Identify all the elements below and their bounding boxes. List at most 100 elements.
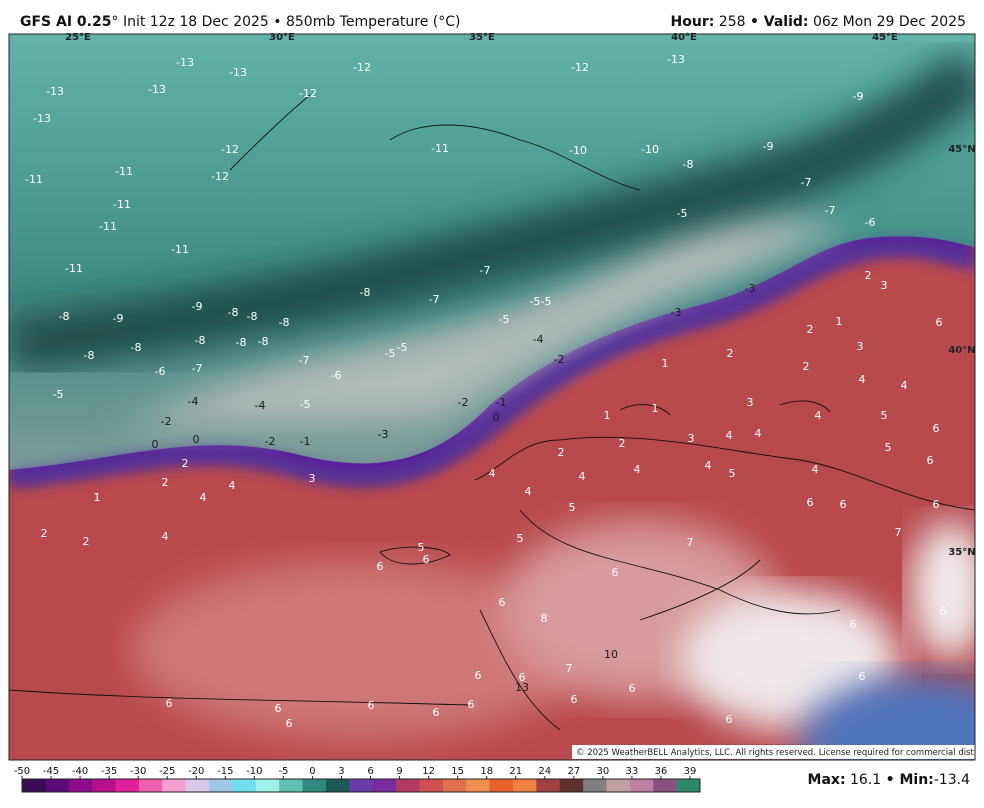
colorbar-swatch (372, 779, 397, 792)
colorbar-swatch (466, 779, 491, 792)
contour-label: 6 (936, 316, 943, 329)
colorbar-tick-label: 39 (684, 766, 697, 777)
colorbar-tick-label: -50 (14, 766, 30, 777)
contour-label: -5 (53, 388, 64, 401)
colorbar-frame (21, 778, 701, 793)
colorbar-tick-label: -20 (188, 766, 204, 777)
contour-label: -13 (46, 85, 64, 98)
lon-label: 25°E (65, 32, 91, 43)
contour-label: 6 (933, 422, 940, 435)
contour-label: 13 (515, 681, 529, 694)
colorbar-swatch (92, 779, 117, 792)
contour-label: -5 (385, 347, 396, 360)
contour-label: -8 (236, 336, 247, 349)
contour-labels: -13-13-13 -13-13-12 -12-13-12 -9-12-11 -12-1… (0, 0, 947, 730)
contour-label: 2 (83, 535, 90, 548)
geo-labels: 25°E 30°E 35°E 40°E 45°E 45°N 40°N 35°N (65, 32, 976, 558)
contour-label: 3 (309, 472, 316, 485)
colorbar-swatch (629, 779, 654, 792)
contour-label: 2 (162, 476, 169, 489)
contour-label: 4 (705, 459, 712, 472)
colorbar-swatch (442, 779, 467, 792)
contour-label: 6 (377, 560, 384, 573)
colorbar-tick-label: -25 (159, 766, 175, 777)
contour-label: -13 (667, 53, 685, 66)
contour-label: -8 (195, 334, 206, 347)
contour-label: -6 (155, 365, 166, 378)
colorbar-swatch (302, 779, 327, 792)
contour-label: -2 (265, 435, 276, 448)
colorbar: -50 -45 -40 -35 -30 -25 -20 -15 -10 -5 0 3 6 9 12 15 18 2… (14, 766, 701, 793)
contour-label: -8 (247, 310, 258, 323)
colorbar-tick-label: 21 (509, 766, 522, 777)
header-title: GFS AI 0.25° Init 12z 18 Dec 2025 • 850m… (20, 14, 461, 30)
contour-label: 5 (569, 501, 576, 514)
cold-core (9, 48, 975, 373)
contour-label: 1 (94, 491, 101, 504)
contour-label: -12 (353, 61, 371, 74)
contour-label: -9 (763, 140, 774, 153)
contour-label: 3 (857, 340, 864, 353)
contour-label: -8 (228, 306, 239, 319)
colorbar-swatch (349, 779, 374, 792)
contour-label: -5 (499, 313, 510, 326)
colorbar-tick-label: -30 (130, 766, 146, 777)
contour-label: -5 (677, 207, 688, 220)
colorbar-swatch (232, 779, 257, 792)
contour-label: 0 (152, 438, 159, 451)
contour-label: 7 (566, 662, 573, 675)
contour-label: -7 (299, 354, 310, 367)
contour-label: -5 (530, 295, 541, 308)
contour-label: -5 (397, 341, 408, 354)
contour-label: -4 (188, 395, 199, 408)
colorbar-tick-label: 6 (367, 766, 373, 777)
colorbar-swatch (536, 779, 561, 792)
contour-label: 6 (571, 693, 578, 706)
colorbar-swatch (419, 779, 444, 792)
contour-label: -12 (571, 61, 589, 74)
colorbar-tick-label: 33 (626, 766, 639, 777)
model: GFS AI 0.25 (20, 14, 111, 30)
contour-label: -11 (171, 243, 189, 256)
contour-label: -11 (25, 173, 43, 186)
contour-label: 1 (652, 402, 659, 415)
valid-label: • Valid: (750, 14, 809, 30)
colorbar-tick-label: 30 (597, 766, 610, 777)
colorbar-swatch (606, 779, 631, 792)
max-label: Max: (808, 772, 846, 788)
contour-label: -8 (258, 335, 269, 348)
contour-label: -7 (801, 176, 812, 189)
contour-label: 10 (0, 0, 7, 6)
contour-label: -6 (865, 216, 876, 229)
contour-label: 6 (423, 553, 430, 566)
colorbar-swatch (162, 779, 187, 792)
contour-label: 2 (41, 527, 48, 540)
lon-label: 30°E (269, 32, 295, 43)
contour-label: -11 (65, 262, 83, 275)
contour-label: 6 (940, 605, 947, 618)
contour-label: 5 (517, 532, 524, 545)
contour-label: -4 (255, 399, 266, 412)
colorbar-swatch (583, 779, 607, 792)
colorbar-tick-label: 24 (538, 766, 551, 777)
contour-label: -4 (533, 333, 544, 346)
contour-label: 10 (604, 648, 618, 661)
contour-label: 6 (807, 496, 814, 509)
contour-label: 2 (182, 457, 189, 470)
colorbar-swatch (255, 779, 280, 792)
contour-label: -7 (192, 362, 203, 375)
zero-contour-band (9, 242, 975, 487)
mild-area (910, 520, 975, 660)
contour-label: 6 (499, 596, 506, 609)
lon-label: 35°E (469, 32, 495, 43)
contour-label: -10 (641, 143, 659, 156)
cool-area (800, 675, 975, 760)
contour-label: 4 (525, 485, 532, 498)
contour-label: -9 (113, 312, 124, 325)
contour-label: 4 (815, 409, 822, 422)
colorbar-swatch (45, 779, 70, 792)
contour-label: -3 (745, 282, 756, 295)
min: -13.4 (934, 772, 970, 788)
contour-label: -7 (480, 264, 491, 277)
